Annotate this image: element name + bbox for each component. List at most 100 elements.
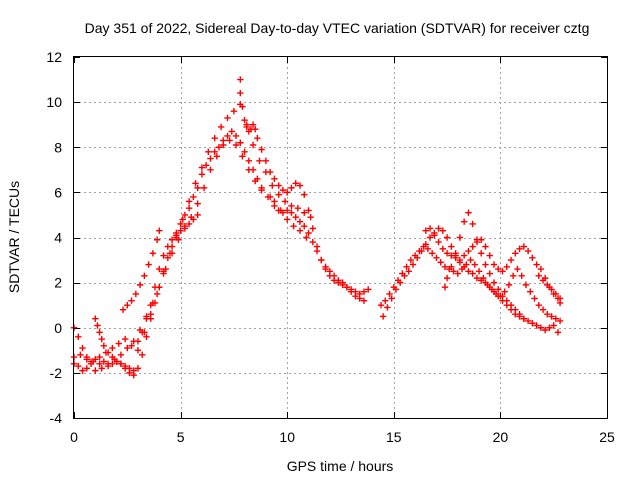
data-point [153, 236, 161, 243]
data-point [441, 263, 449, 271]
y-tick-label: 8 [54, 139, 62, 155]
data-point [194, 211, 201, 219]
data-point [134, 347, 142, 354]
data-point [185, 204, 193, 212]
data-point [386, 290, 393, 298]
data-point [266, 193, 274, 201]
y-tick-label: 2 [54, 275, 62, 291]
data-point [279, 209, 287, 216]
data-point [92, 315, 99, 322]
data-point [347, 288, 355, 295]
data-point [237, 76, 244, 83]
data-point [490, 279, 498, 286]
data-point [541, 326, 549, 334]
data-point [318, 256, 325, 264]
data-point [94, 322, 101, 329]
data-point [207, 166, 214, 174]
data-point [422, 241, 429, 248]
data-point [254, 135, 261, 142]
data-point [119, 306, 127, 313]
data-point [288, 184, 295, 192]
data-point [115, 340, 122, 347]
data-point [556, 295, 564, 302]
data-point [482, 261, 489, 268]
data-point [230, 107, 238, 115]
data-point [179, 216, 186, 223]
data-point [149, 250, 157, 257]
data-point [113, 358, 120, 365]
data-point [435, 225, 442, 232]
data-point [448, 243, 455, 250]
data-point [426, 234, 434, 241]
data-point [252, 177, 259, 185]
data-point [535, 272, 542, 280]
data-point [132, 290, 140, 298]
data-point [490, 288, 498, 295]
data-point [207, 155, 214, 162]
data-point [151, 283, 159, 291]
data-point [83, 353, 90, 361]
data-point [190, 216, 197, 223]
data-point [185, 220, 193, 228]
x-tick-label: 5 [177, 429, 185, 445]
data-point [537, 324, 545, 331]
data-point [401, 272, 408, 280]
series-track-8 [266, 193, 368, 304]
data-point [128, 297, 135, 304]
data-point [215, 144, 223, 151]
plot-frame [73, 56, 608, 419]
data-point [100, 358, 108, 365]
data-point [228, 128, 235, 135]
data-point [147, 301, 154, 309]
x-tick-label: 25 [599, 429, 615, 445]
data-point [143, 333, 150, 340]
data-point [414, 254, 421, 262]
data-point [136, 281, 144, 289]
series-track-12 [441, 209, 528, 322]
data-point [460, 218, 468, 225]
data-point [529, 320, 536, 327]
data-point [535, 301, 542, 309]
data-point [249, 121, 257, 128]
data-point [232, 141, 240, 149]
series-track-4 [92, 315, 137, 374]
y-axis-label: SDTVAR / TECUs [6, 181, 22, 293]
data-point [469, 220, 476, 228]
data-point [124, 344, 131, 352]
y-axis-ticks: -4 -2 0 2 4 6 8 10 12 [46, 49, 607, 426]
data-point [292, 213, 299, 221]
data-point [213, 153, 221, 160]
y-tick-label: 0 [54, 320, 62, 336]
data-point [518, 272, 525, 280]
data-point [516, 245, 523, 252]
series-track-5 [119, 227, 163, 313]
data-point [143, 315, 150, 322]
data-point [439, 245, 447, 252]
data-point [239, 103, 246, 110]
data-point [100, 342, 108, 349]
data-point [539, 277, 547, 284]
data-point [384, 304, 391, 311]
data-point [164, 243, 172, 250]
data-point [220, 141, 227, 149]
data-point [190, 193, 197, 201]
data-point [516, 311, 523, 318]
data-point [524, 247, 532, 255]
data-point [160, 252, 167, 259]
data-point [443, 274, 451, 282]
data-point [309, 225, 316, 232]
data-point [153, 290, 161, 298]
data-point [237, 89, 244, 97]
data-point [524, 317, 532, 325]
data-point [290, 223, 297, 230]
data-point [441, 283, 449, 291]
y-tick-label: 12 [46, 49, 62, 65]
data-point [256, 157, 263, 164]
data-point [121, 335, 129, 343]
data-point [460, 252, 468, 259]
data-point [307, 213, 314, 221]
data-point [275, 207, 282, 214]
data-point [520, 315, 528, 322]
data-point [75, 362, 82, 370]
data-point [514, 265, 521, 273]
